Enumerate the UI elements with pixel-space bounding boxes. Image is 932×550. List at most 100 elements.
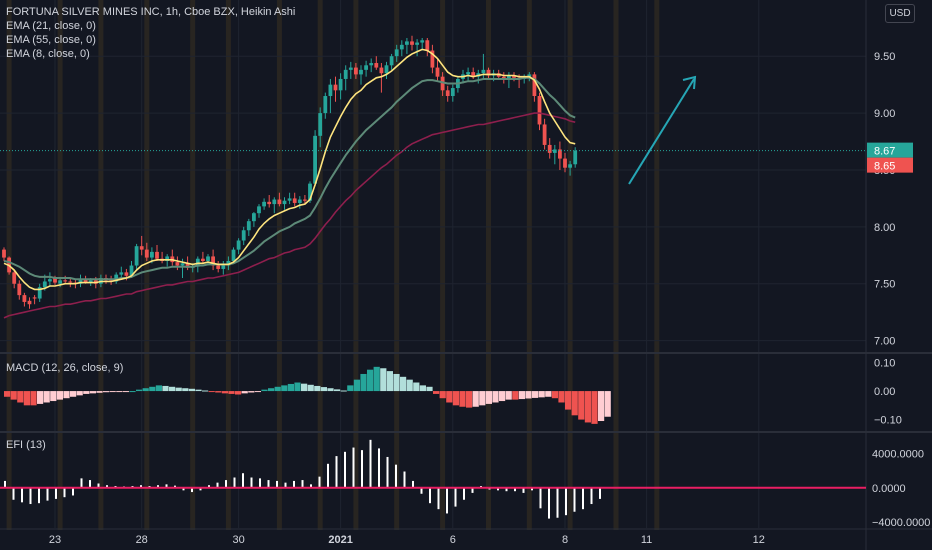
candle-body bbox=[425, 40, 430, 51]
macd-bar bbox=[4, 391, 11, 397]
macd-bar bbox=[175, 387, 182, 392]
candle-body bbox=[236, 240, 241, 250]
efi-bar bbox=[590, 487, 593, 505]
candle-body bbox=[323, 96, 328, 114]
macd-bar bbox=[268, 388, 275, 392]
efi-bar bbox=[310, 484, 312, 488]
efi-bar bbox=[106, 485, 108, 488]
candle-body bbox=[83, 279, 88, 283]
candle-body bbox=[42, 281, 47, 288]
macd-bar bbox=[56, 391, 63, 400]
macd-bar bbox=[274, 386, 281, 392]
time-tick-label: 23 bbox=[49, 534, 61, 546]
macd-bar bbox=[386, 371, 393, 392]
efi-tick-label: −4000.0000 bbox=[872, 517, 930, 529]
candle-body bbox=[369, 63, 374, 66]
candle-body bbox=[134, 246, 139, 266]
macd-bar bbox=[545, 391, 552, 397]
candle-body bbox=[231, 249, 236, 261]
candle-body bbox=[180, 263, 185, 266]
macd-bar bbox=[446, 391, 453, 403]
candle-body bbox=[297, 199, 302, 203]
candle-body bbox=[226, 260, 231, 266]
efi-bar bbox=[284, 482, 287, 488]
macd-bar bbox=[221, 391, 228, 394]
efi-bar bbox=[12, 487, 15, 500]
efi-bar bbox=[174, 485, 176, 488]
candle-body bbox=[568, 164, 572, 168]
candle-body bbox=[364, 65, 368, 70]
candle-body bbox=[415, 42, 419, 45]
candle-body bbox=[399, 44, 404, 50]
candle-body bbox=[440, 76, 445, 91]
macd-bar bbox=[433, 391, 440, 394]
ema8-line bbox=[3, 48, 576, 291]
candle-body bbox=[114, 274, 119, 282]
macd-label[interactable]: MACD (12, 26, close, 9) bbox=[6, 362, 124, 374]
candle-body bbox=[139, 246, 144, 250]
candle-body bbox=[542, 124, 547, 145]
candle-body bbox=[241, 230, 246, 241]
candle-body bbox=[246, 221, 251, 231]
efi-bar bbox=[21, 487, 23, 503]
ema55-line bbox=[3, 112, 576, 319]
candle-body bbox=[384, 65, 389, 74]
macd-bar bbox=[63, 391, 70, 399]
candle-body bbox=[348, 67, 353, 70]
efi-bar bbox=[233, 477, 236, 488]
candle-body bbox=[32, 297, 37, 299]
candle-body bbox=[537, 96, 542, 125]
indicator-ema55-label[interactable]: EMA (55, close, 0) bbox=[6, 34, 96, 46]
candle-body bbox=[78, 279, 83, 284]
macd-bar bbox=[472, 391, 479, 407]
candle-body bbox=[527, 74, 532, 77]
candle-body bbox=[211, 256, 215, 266]
prev-price-label: 8.65 bbox=[874, 161, 895, 173]
macd-bar bbox=[294, 382, 301, 392]
macd-bar bbox=[604, 391, 611, 417]
macd-bar bbox=[406, 379, 413, 392]
efi-bar bbox=[191, 487, 193, 493]
candle-body bbox=[272, 199, 277, 205]
candle-body bbox=[165, 256, 170, 261]
macd-bar bbox=[188, 388, 195, 392]
session-band bbox=[486, 0, 491, 530]
efi-bar bbox=[216, 482, 219, 488]
ema-lines bbox=[3, 48, 576, 319]
indicator-ema21-label[interactable]: EMA (21, close, 0) bbox=[6, 20, 96, 32]
macd-bar bbox=[591, 391, 598, 424]
time-axis[interactable]: 23 28 30 2021 6 8 11 12 bbox=[49, 534, 765, 546]
efi-bar bbox=[531, 487, 533, 491]
efi-bar bbox=[208, 485, 210, 488]
efi-label[interactable]: EFI (13) bbox=[6, 439, 46, 451]
macd-bar bbox=[287, 383, 294, 392]
session-band bbox=[144, 0, 150, 530]
macd-bar bbox=[525, 391, 532, 399]
symbol-title[interactable]: FORTUNA SILVER MINES INC, 1h, Cboe BZX, … bbox=[6, 6, 296, 18]
macd-bar bbox=[459, 391, 466, 407]
candle-body bbox=[394, 49, 399, 57]
candle-body bbox=[262, 201, 266, 207]
efi-bar bbox=[352, 447, 355, 488]
session-band bbox=[276, 0, 282, 530]
efi-bar bbox=[46, 487, 49, 501]
efi-bar bbox=[386, 456, 389, 488]
price-tick-label: 7.50 bbox=[874, 279, 895, 291]
indicator-ema8-label[interactable]: EMA (8, close, 0) bbox=[6, 48, 90, 60]
candle-body bbox=[481, 69, 486, 74]
macd-bar bbox=[367, 369, 374, 392]
currency-button[interactable]: USD bbox=[885, 4, 915, 23]
time-tick-label: 6 bbox=[450, 534, 456, 546]
candle-body bbox=[552, 149, 557, 153]
candle-body bbox=[558, 149, 562, 159]
efi-bar bbox=[89, 480, 91, 488]
macd-bar bbox=[380, 368, 387, 392]
efi-bar bbox=[267, 480, 270, 488]
macd-bar bbox=[578, 391, 585, 420]
efi-bar bbox=[599, 487, 601, 499]
macd-bar bbox=[538, 391, 545, 398]
candle-body bbox=[333, 84, 338, 91]
efi-bar bbox=[140, 485, 142, 488]
